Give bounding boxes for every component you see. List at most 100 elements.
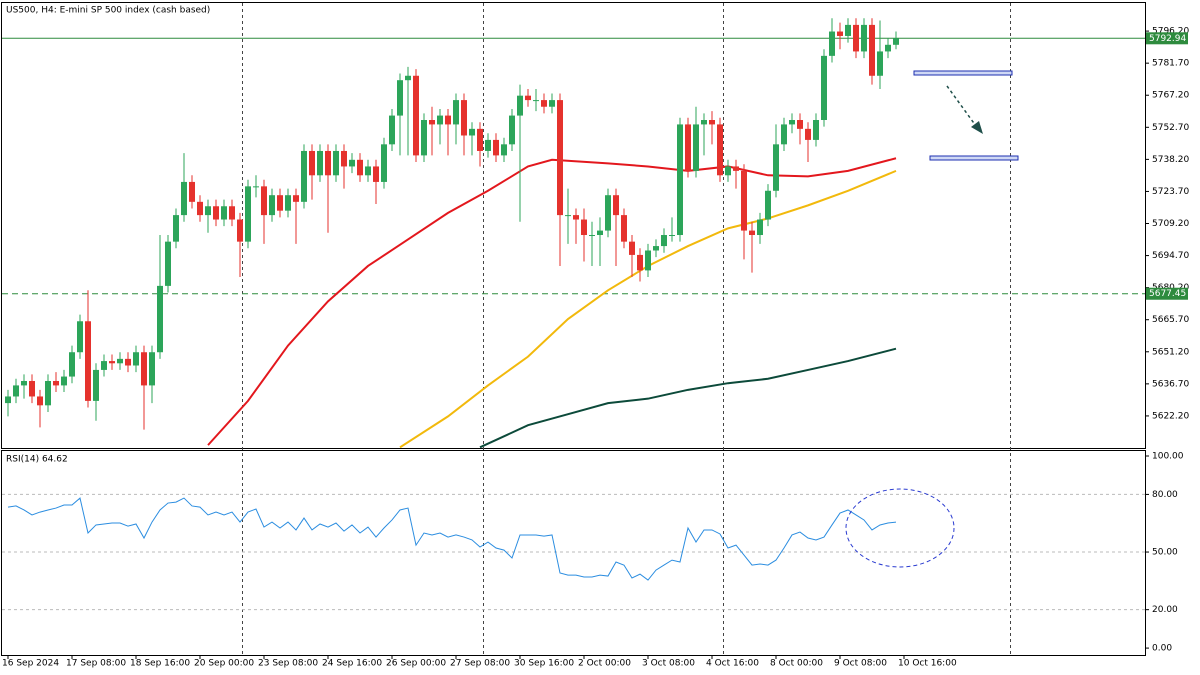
x-tick-label: 23 Sep 08:00 <box>258 659 318 669</box>
candle-body <box>517 95 523 116</box>
x-tick-label: 26 Sep 00:00 <box>386 659 446 669</box>
candle-body <box>493 139 499 156</box>
candle-body <box>781 124 787 145</box>
candle-body <box>805 128 811 140</box>
x-tick-label: 8 Oct 00:00 <box>770 659 823 669</box>
candle-body <box>237 219 243 242</box>
candle-body <box>53 380 59 386</box>
x-tick-label: 16 Sep 2024 <box>2 659 59 669</box>
price-area <box>2 18 1145 448</box>
separators <box>242 3 1011 655</box>
x-tick-label: 4 Oct 16:00 <box>706 659 759 669</box>
rsi-tick-label: 0.00 <box>1152 644 1172 654</box>
candle-body <box>373 166 379 182</box>
candle-body <box>869 24 875 76</box>
candle-body <box>893 38 899 45</box>
candle-body <box>821 55 827 121</box>
candle-body <box>309 150 315 176</box>
candle-body <box>573 215 579 220</box>
y-tick-label: 5796.20 <box>1152 27 1189 37</box>
candle-body <box>445 115 451 125</box>
price-tag-label: 5792.94 <box>1149 34 1186 44</box>
candle-body <box>325 150 331 176</box>
candle-body <box>709 120 715 125</box>
candle-body <box>461 100 467 136</box>
rsi-tick-label: 80.00 <box>1152 490 1178 500</box>
y-tick-label: 5694.70 <box>1152 251 1189 261</box>
candle-body <box>717 124 723 176</box>
candle-body <box>277 195 283 211</box>
candle-body <box>453 100 459 125</box>
y-tick-label: 5752.70 <box>1152 123 1189 133</box>
rsi-line <box>7 497 897 581</box>
candle-body <box>61 376 67 386</box>
candle-body <box>269 195 275 216</box>
candle-body <box>701 120 707 125</box>
x-tick-label: 17 Sep 08:00 <box>66 659 126 669</box>
candle-body <box>221 206 227 220</box>
highlight-ellipse <box>845 488 955 568</box>
candle-body <box>629 241 635 255</box>
candle-body <box>205 206 211 216</box>
candle-body <box>477 128 483 151</box>
rsi-tick-label: 100.00 <box>1152 451 1184 461</box>
rsi-tick-label: 50.00 <box>1152 548 1178 558</box>
candle-body <box>165 241 171 286</box>
candle-body <box>117 358 123 364</box>
candle-body <box>485 139 491 151</box>
candle-body <box>725 166 731 176</box>
x-tick-label: 24 Sep 16:00 <box>322 659 382 669</box>
candle-body <box>405 75 411 81</box>
candle-body <box>173 215 179 242</box>
candle-body <box>109 361 115 364</box>
moving-average <box>479 347 897 448</box>
x-tick-label: 9 Oct 08:00 <box>834 659 887 669</box>
candle-body <box>789 120 795 125</box>
price-tag-label: 5677.45 <box>1149 289 1186 299</box>
candle-body <box>685 124 691 171</box>
candle-body <box>533 100 539 102</box>
candle-body <box>333 150 339 176</box>
candle-body <box>605 195 611 231</box>
x-tick-label: 30 Sep 16:00 <box>514 659 574 669</box>
candle-body <box>861 24 867 52</box>
candle-body <box>525 95 531 101</box>
candle-body <box>797 120 803 129</box>
candle-body <box>125 358 131 366</box>
drawings <box>845 70 1019 568</box>
candle-body <box>317 150 323 176</box>
candle-body <box>397 80 403 116</box>
candle-body <box>157 285 163 353</box>
candle-body <box>541 100 547 107</box>
candle-body <box>245 186 251 242</box>
candle-body <box>565 215 571 217</box>
y-tick-label: 5651.20 <box>1152 347 1189 357</box>
candle-body <box>885 44 891 52</box>
axes: 5796.20 5781.70 5767.20 5752.70 5738.20 5723.… <box>2 27 1189 669</box>
candle-body <box>613 195 619 216</box>
y-tick-label: 5723.70 <box>1152 187 1189 197</box>
candle-body <box>829 31 835 56</box>
candle-body <box>581 219 587 236</box>
candle-body <box>389 115 395 145</box>
y-tick-label: 5738.20 <box>1152 155 1189 165</box>
candle-body <box>589 235 595 237</box>
candle-body <box>469 128 475 136</box>
y-tick-label: 5636.70 <box>1152 379 1189 389</box>
candle-body <box>837 31 843 36</box>
candle-body <box>133 352 139 366</box>
x-tick-label: 27 Sep 08:00 <box>450 659 510 669</box>
candle-body <box>365 166 371 176</box>
y-tick-label: 5767.20 <box>1152 91 1189 101</box>
rsi-pane <box>1 450 1146 656</box>
main-pane <box>1 2 1146 449</box>
candle-body <box>645 250 651 271</box>
candle-body <box>501 144 507 156</box>
candle-body <box>69 352 75 377</box>
candle-body <box>845 24 851 36</box>
x-tick-label: 2 Oct 00:00 <box>578 659 631 669</box>
candle-body <box>421 120 427 156</box>
arrow <box>946 85 977 127</box>
candle-body <box>285 195 291 211</box>
candle-body <box>5 396 11 404</box>
